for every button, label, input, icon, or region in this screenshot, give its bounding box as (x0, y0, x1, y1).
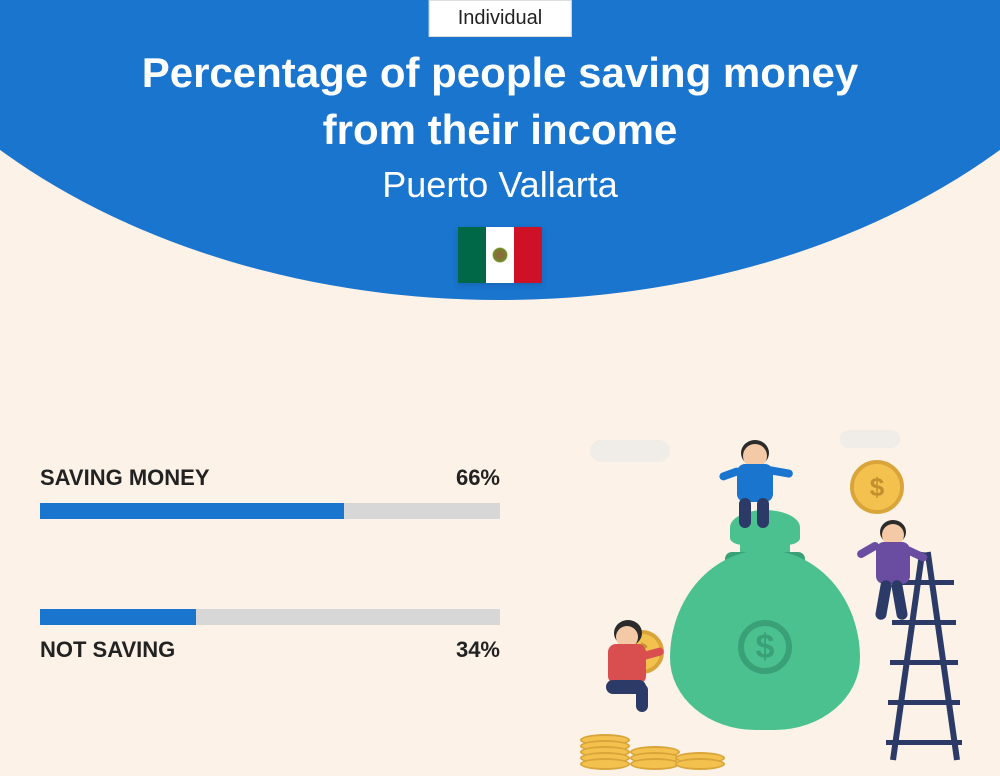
title-line-2: from their income (0, 102, 1000, 159)
bar-label: NOT SAVING (40, 637, 175, 663)
bar-track (40, 609, 500, 625)
location-subtitle: Puerto Vallarta (0, 164, 1000, 206)
mexico-flag-icon (458, 227, 542, 283)
bar-fill (40, 609, 196, 625)
bar-labels: SAVING MONEY 66% (40, 465, 500, 491)
title-line-1: Percentage of people saving money (0, 45, 1000, 102)
flag-stripe-white (486, 227, 514, 283)
person-icon (725, 440, 805, 530)
flag-stripe-red (514, 227, 542, 283)
bar-value: 66% (456, 465, 500, 491)
coin-stack-icon (630, 752, 680, 770)
person-icon (580, 620, 670, 730)
savings-illustration: $ $ $ (560, 430, 980, 770)
bar-row-saving: SAVING MONEY 66% (40, 465, 500, 519)
category-badge: Individual (429, 0, 572, 37)
flag-stripe-green (458, 227, 486, 283)
coin-icon: $ (850, 460, 904, 514)
page-title: Percentage of people saving money from t… (0, 45, 1000, 158)
bar-fill (40, 503, 344, 519)
coin-stack-icon (675, 758, 725, 770)
person-icon (860, 520, 940, 640)
bar-track (40, 503, 500, 519)
bar-row-not-saving: NOT SAVING 34% (40, 609, 500, 663)
cloud-icon (840, 430, 900, 448)
bar-value: 34% (456, 637, 500, 663)
coin-stack-icon (580, 740, 630, 770)
dollar-sign-icon: $ (738, 620, 792, 674)
money-bag-icon: $ (670, 500, 860, 730)
bar-labels: NOT SAVING 34% (40, 637, 500, 663)
flag-emblem-icon (492, 247, 508, 263)
bar-label: SAVING MONEY (40, 465, 210, 491)
bar-chart: SAVING MONEY 66% NOT SAVING 34% (40, 465, 500, 753)
cloud-icon (590, 440, 670, 462)
